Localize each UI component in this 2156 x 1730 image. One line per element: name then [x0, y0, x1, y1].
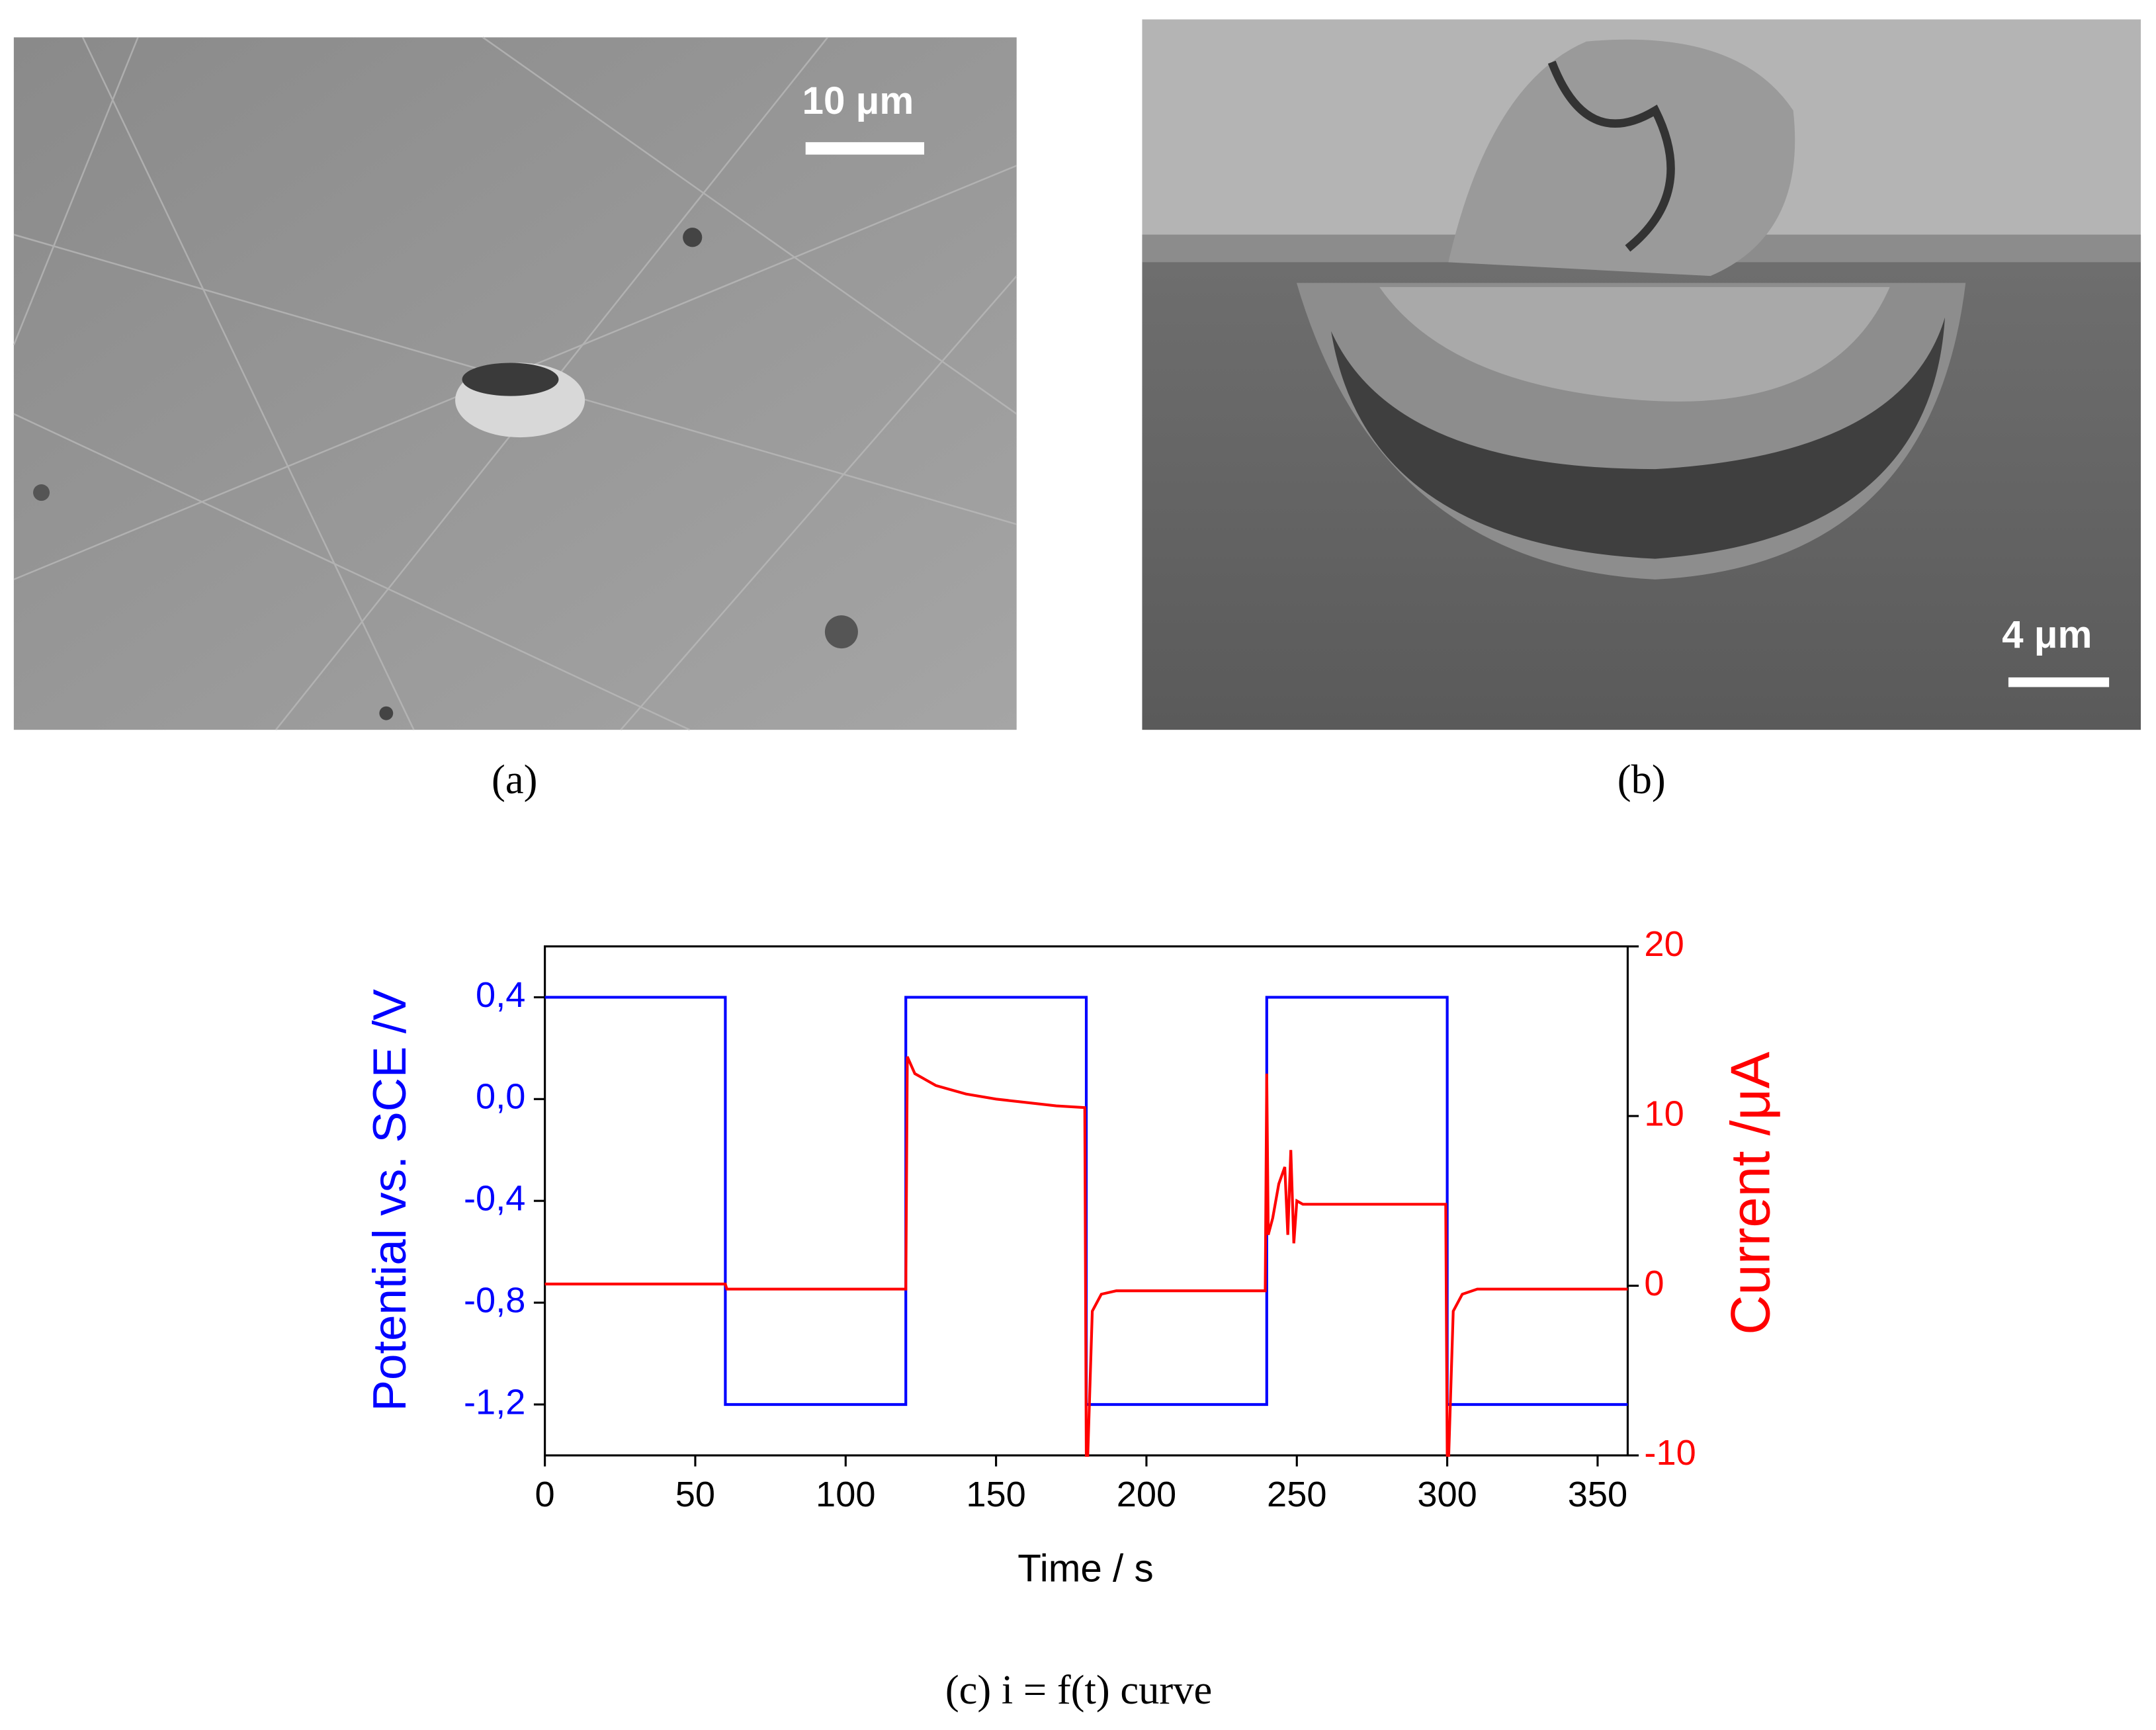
y2-axis-label: Current /μA	[1719, 1051, 1781, 1334]
panel-caption: (b)	[1617, 756, 1666, 802]
sem-image-a	[13, 36, 1017, 731]
y-tick-label: 0,0	[476, 1077, 525, 1117]
chart-caption: (c) i = f(t) curve	[945, 1666, 1212, 1713]
scale-label: 10 μm	[802, 79, 914, 122]
y2-tick-label: -10	[1644, 1433, 1696, 1473]
y-tick-label: -0,8	[464, 1280, 525, 1320]
x-tick-label: 0	[535, 1475, 555, 1514]
scale-bar	[805, 142, 925, 155]
panel-caption: (a)	[492, 756, 537, 802]
y2-tick-label: 20	[1644, 924, 1684, 964]
y2-tick-label: 10	[1644, 1094, 1684, 1133]
x-tick-label: 150	[966, 1475, 1025, 1514]
y-tick-label: -1,2	[464, 1382, 525, 1422]
x-tick-label: 200	[1117, 1475, 1176, 1514]
sem-image-b	[1142, 19, 2141, 730]
scale-label: 4 μm	[2002, 613, 2092, 656]
y-axis-label: Potential vs. SCE /V	[364, 989, 416, 1411]
y-tick-label: -0,4	[464, 1179, 525, 1219]
x-axis-label: Time / s	[1017, 1547, 1153, 1590]
x-tick-label: 50	[675, 1475, 715, 1514]
scale-bar	[2008, 677, 2110, 687]
y-tick-label: 0,4	[476, 975, 525, 1015]
x-tick-label: 250	[1267, 1475, 1326, 1514]
x-tick-label: 350	[1568, 1475, 1627, 1514]
x-tick-label: 100	[816, 1475, 875, 1514]
chart: 0 50 100 150 200 250 300 3500,40,0-0,4-0,8-1,2-…	[464, 924, 1696, 1514]
y2-tick-label: 0	[1644, 1264, 1664, 1303]
x-tick-label: 300	[1417, 1475, 1477, 1514]
series-line	[544, 1056, 1628, 1457]
